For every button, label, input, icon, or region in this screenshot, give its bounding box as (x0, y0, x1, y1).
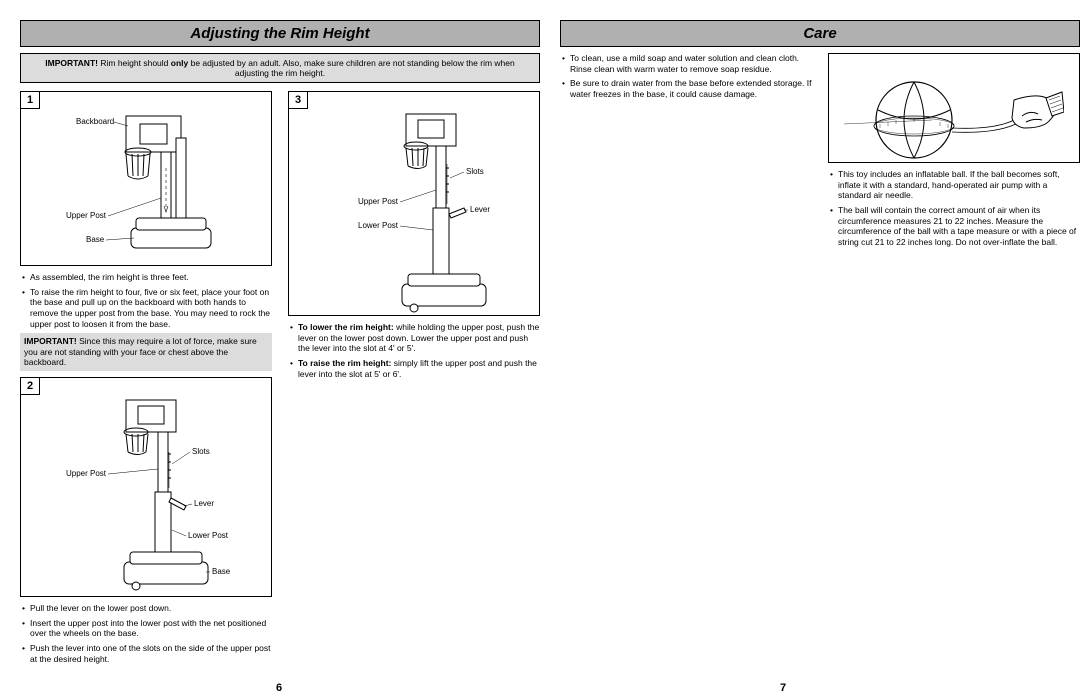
figure-3-box: 3 Slots Upper Pos (288, 91, 540, 316)
bullet: The ball will contain the correct amount… (830, 205, 1080, 248)
figure-1-bullets: As assembled, the rim height is three fe… (20, 272, 272, 329)
figure-1-illustration: Backboard Upper Post Base (36, 108, 256, 268)
care-top-bullets: To clean, use a mild soap and water solu… (560, 53, 812, 100)
svg-text:Slots: Slots (192, 447, 210, 456)
svg-text:Lever: Lever (470, 205, 490, 214)
bullet: To raise the rim height: simply lift the… (290, 358, 540, 379)
figure-3-bullets: To lower the rim height: while holding t… (288, 322, 540, 379)
bullet: Insert the upper post into the lower pos… (22, 618, 272, 639)
bullet: This toy includes an inflatable ball. If… (830, 169, 1080, 201)
two-column-layout: 1 (20, 91, 540, 668)
svg-text:Lower Post: Lower Post (188, 531, 229, 540)
svg-text:Base: Base (86, 235, 105, 244)
svg-text:Backboard: Backboard (76, 117, 114, 126)
bullet: To clean, use a mild soap and water solu… (562, 53, 812, 74)
figure-3-illustration: Slots Upper Post Lever Lower Post (304, 108, 524, 318)
bullet: Push the lever into one of the slots on … (22, 643, 272, 664)
page-number-7: 7 (780, 682, 786, 694)
figure-number-3: 3 (288, 91, 308, 109)
important-top: IMPORTANT! Rim height should only be adj… (20, 53, 540, 83)
figure-1-box: 1 (20, 91, 272, 266)
svg-text:Upper Post: Upper Post (66, 211, 107, 220)
bullet: To lower the rim height: while holding t… (290, 322, 540, 354)
care-figure-col: This toy includes an inflatable ball. If… (828, 53, 1080, 251)
svg-text:Slots: Slots (466, 167, 484, 176)
bullet: As assembled, the rim height is three fe… (22, 272, 272, 283)
page-6: Adjusting the Rim Height IMPORTANT! Rim … (20, 20, 540, 668)
figure-number-1: 1 (20, 91, 40, 109)
section-header-adjusting: Adjusting the Rim Height (20, 20, 540, 47)
care-text-col: To clean, use a mild soap and water solu… (560, 53, 812, 251)
figure-2-box: 2 (20, 377, 272, 597)
svg-text:Upper Post: Upper Post (66, 469, 107, 478)
figure-1-important: IMPORTANT! Since this may require a lot … (20, 333, 272, 371)
ball-measure-illustration (844, 70, 1064, 166)
column-right: 3 Slots Upper Pos (288, 91, 540, 668)
page-number-6: 6 (276, 682, 282, 694)
column-left: 1 (20, 91, 272, 668)
bullet: Pull the lever on the lower post down. (22, 603, 272, 614)
page-7: Care To clean, use a mild soap and water… (560, 20, 1080, 251)
care-lower-bullets: This toy includes an inflatable ball. If… (828, 169, 1080, 247)
svg-text:Lever: Lever (194, 499, 214, 508)
svg-text:Base: Base (212, 567, 231, 576)
two-column-layout: To clean, use a mild soap and water solu… (560, 53, 1080, 251)
bullet: To raise the rim height to four, five or… (22, 287, 272, 330)
bullet: Be sure to drain water from the base bef… (562, 78, 812, 99)
figure-2-bullets: Pull the lever on the lower post down. I… (20, 603, 272, 664)
section-header-care: Care (560, 20, 1080, 47)
figure-2-illustration: Slots Upper Post Lever Lower Post Base (36, 394, 256, 599)
care-figure-box (828, 53, 1080, 163)
svg-text:Lower Post: Lower Post (358, 221, 399, 230)
svg-text:Upper Post: Upper Post (358, 197, 399, 206)
figure-number-2: 2 (20, 377, 40, 395)
